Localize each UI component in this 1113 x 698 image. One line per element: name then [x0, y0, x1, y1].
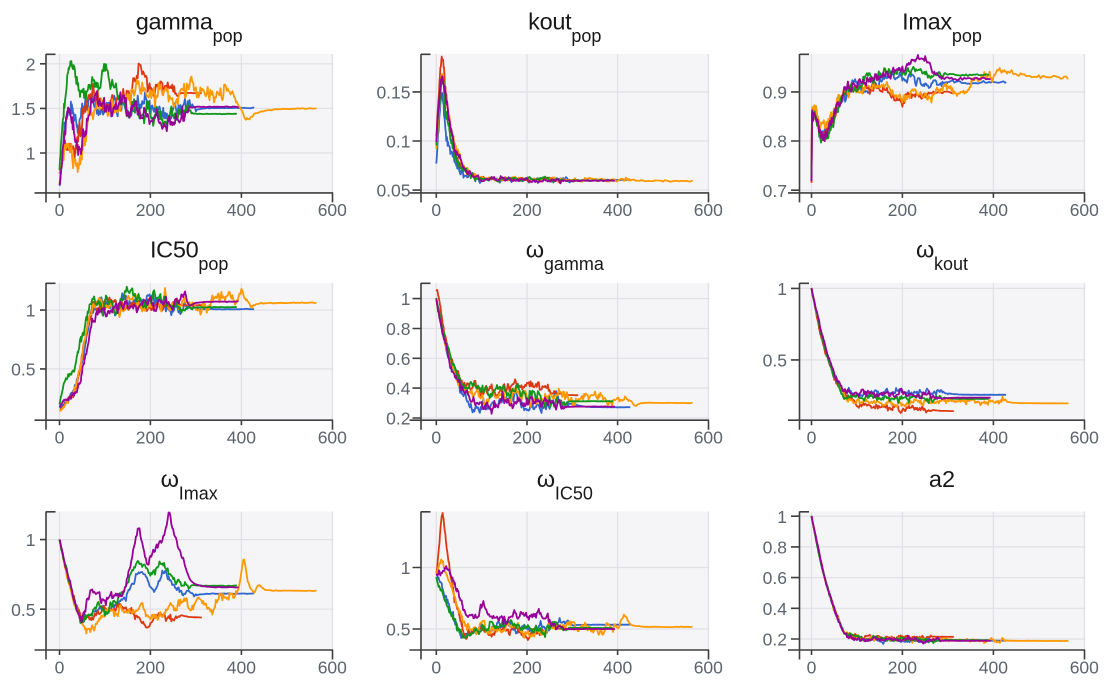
svg-text:ωkout: ωkout: [916, 236, 968, 273]
svg-text:0.6: 0.6: [763, 568, 787, 588]
svg-text:0.5: 0.5: [386, 620, 410, 640]
svg-text:600: 600: [694, 428, 723, 448]
svg-text:600: 600: [1070, 428, 1099, 448]
svg-text:600: 600: [1070, 657, 1099, 677]
svg-text:0.15: 0.15: [376, 83, 410, 103]
svg-text:IC50pop: IC50pop: [150, 236, 229, 273]
svg-text:1: 1: [777, 279, 787, 299]
svg-text:400: 400: [979, 657, 1008, 677]
svg-text:200: 200: [888, 428, 917, 448]
svg-text:200: 200: [512, 200, 541, 220]
svg-text:0: 0: [431, 428, 441, 448]
svg-text:0: 0: [55, 200, 65, 220]
svg-text:600: 600: [694, 200, 723, 220]
svg-text:0.5: 0.5: [763, 351, 787, 371]
svg-text:0: 0: [55, 657, 65, 677]
svg-text:600: 600: [694, 657, 723, 677]
svg-text:0.8: 0.8: [763, 132, 787, 152]
svg-text:2: 2: [26, 54, 36, 74]
svg-text:1: 1: [401, 558, 411, 578]
svg-text:200: 200: [888, 657, 917, 677]
svg-text:0.1: 0.1: [386, 132, 410, 152]
svg-text:200: 200: [136, 200, 165, 220]
svg-text:1: 1: [26, 144, 36, 164]
svg-text:0: 0: [807, 200, 817, 220]
svg-text:0.2: 0.2: [763, 630, 787, 650]
svg-text:0: 0: [807, 657, 817, 677]
svg-text:400: 400: [979, 428, 1008, 448]
svg-text:1: 1: [26, 301, 36, 321]
svg-text:0.4: 0.4: [386, 379, 411, 399]
svg-text:0.4: 0.4: [763, 599, 788, 619]
svg-text:1.5: 1.5: [11, 99, 35, 119]
svg-text:200: 200: [136, 428, 165, 448]
svg-text:0.8: 0.8: [386, 319, 410, 339]
svg-text:400: 400: [227, 200, 256, 220]
svg-text:400: 400: [227, 428, 256, 448]
svg-text:200: 200: [136, 657, 165, 677]
svg-text:0: 0: [431, 657, 441, 677]
svg-text:200: 200: [888, 200, 917, 220]
svg-text:0.8: 0.8: [763, 538, 787, 558]
svg-text:0.2: 0.2: [386, 409, 410, 429]
svg-text:0: 0: [807, 428, 817, 448]
svg-text:0.5: 0.5: [11, 360, 35, 380]
svg-text:koutpop: koutpop: [528, 9, 601, 46]
svg-text:600: 600: [318, 428, 347, 448]
svg-text:0: 0: [431, 200, 441, 220]
svg-text:0: 0: [55, 428, 65, 448]
svg-text:600: 600: [318, 200, 347, 220]
svg-text:600: 600: [318, 657, 347, 677]
svg-text:0.05: 0.05: [376, 181, 410, 201]
svg-text:600: 600: [1070, 200, 1099, 220]
svg-text:0.6: 0.6: [386, 349, 410, 369]
svg-text:0.7: 0.7: [763, 181, 787, 201]
svg-text:1: 1: [401, 289, 411, 309]
svg-text:400: 400: [603, 428, 632, 448]
svg-text:200: 200: [512, 657, 541, 677]
svg-text:0.9: 0.9: [763, 83, 787, 103]
svg-text:ωgamma: ωgamma: [526, 236, 605, 273]
svg-text:1: 1: [777, 507, 787, 527]
svg-text:200: 200: [512, 428, 541, 448]
svg-text:a2: a2: [929, 466, 955, 492]
svg-text:ωIC50: ωIC50: [537, 466, 593, 503]
svg-text:400: 400: [603, 657, 632, 677]
svg-text:1: 1: [26, 530, 36, 550]
svg-text:gammapop: gammapop: [136, 9, 243, 46]
svg-text:Imaxpop: Imaxpop: [902, 9, 982, 46]
svg-text:400: 400: [227, 657, 256, 677]
svg-text:ωImax: ωImax: [161, 466, 218, 503]
svg-text:0.5: 0.5: [11, 600, 35, 620]
svg-text:400: 400: [979, 200, 1008, 220]
svg-text:400: 400: [603, 200, 632, 220]
